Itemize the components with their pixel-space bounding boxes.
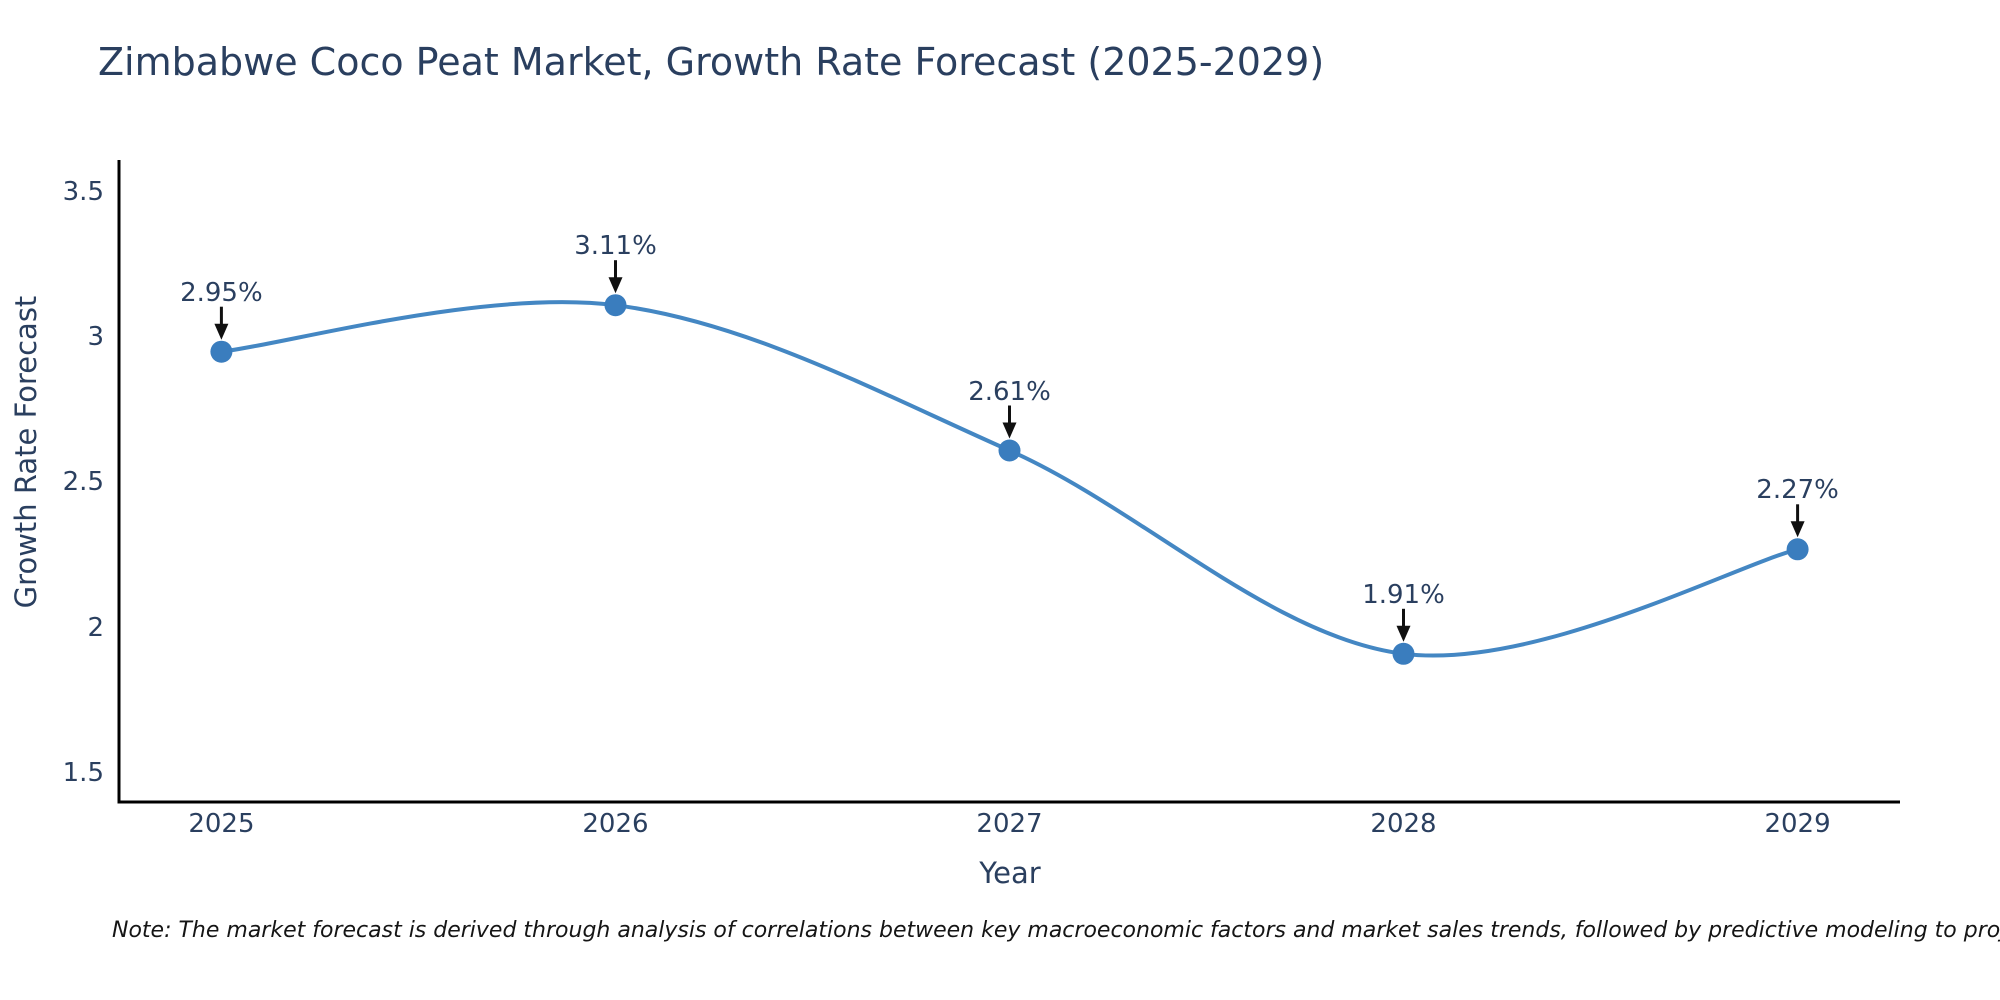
x-tick-label: 2026 (582, 809, 649, 839)
x-tick-label: 2027 (976, 809, 1043, 839)
point-value-label: 3.11% (574, 231, 657, 262)
annotation-arrow-head (214, 323, 229, 340)
data-point-marker (1392, 642, 1415, 665)
annotation-arrow-head (1002, 422, 1017, 439)
annotation-arrow-head (1396, 625, 1411, 642)
data-point-marker (210, 340, 233, 363)
point-value-label: 1.91% (1362, 579, 1445, 610)
annotation-arrow-head (608, 277, 623, 294)
data-point-marker (998, 439, 1021, 462)
point-value-label: 2.27% (1756, 475, 1839, 506)
y-tick-label: 1.5 (62, 757, 104, 788)
footnote: Note: The market forecast is derived thr… (112, 918, 2000, 943)
annotation-arrow-head (1790, 521, 1805, 538)
chart-title: Zimbabwe Coco Peat Market, Growth Rate F… (98, 40, 1325, 84)
data-point-marker (604, 294, 627, 317)
forecast-line (219, 300, 1800, 658)
x-axis-title: Year (979, 856, 1041, 890)
point-value-label: 2.61% (968, 376, 1051, 407)
y-tick-label: 2 (87, 612, 104, 643)
y-tick-label: 2.5 (62, 467, 104, 498)
y-tick-label: 3.5 (62, 176, 104, 207)
data-point-marker (1786, 538, 1809, 561)
point-value-label: 2.95% (180, 277, 263, 308)
x-tick-label: 2025 (188, 809, 255, 839)
x-tick-label: 2028 (1370, 809, 1437, 839)
y-tick-label: 3 (87, 322, 104, 353)
x-tick-label: 2029 (1764, 809, 1831, 839)
